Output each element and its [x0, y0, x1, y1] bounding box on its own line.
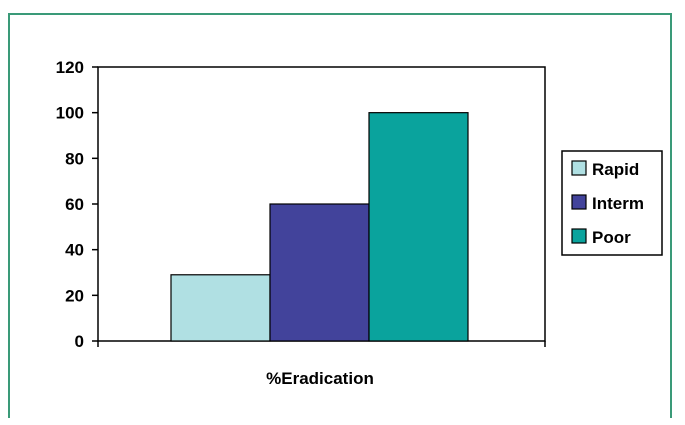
y-tick-label: 60 — [65, 195, 84, 214]
legend-label-poor: Poor — [592, 228, 631, 247]
chart-frame — [8, 13, 672, 418]
y-tick-label: 0 — [75, 332, 84, 351]
bar-rapid — [170, 274, 271, 342]
bar-interm — [269, 203, 370, 342]
x-axis-label: %Eradication — [266, 369, 374, 388]
bar-poor — [368, 112, 469, 342]
y-axis: 0 20 40 60 80 100 120 — [56, 58, 546, 351]
y-tick-label: 80 — [65, 149, 84, 168]
legend: Rapid Interm Poor — [561, 150, 663, 256]
legend-swatch-interm — [571, 194, 587, 210]
legend-label-interm: Interm — [592, 194, 644, 213]
x-axis: %Eradication — [266, 369, 374, 388]
legend-swatch-rapid — [571, 160, 587, 176]
y-tick-label: 40 — [65, 241, 84, 260]
y-tick-label: 100 — [56, 104, 84, 123]
y-tick-label: 120 — [56, 58, 84, 77]
legend-swatch-poor — [571, 228, 587, 244]
plot-area — [97, 66, 546, 342]
y-tick-label: 20 — [65, 286, 84, 305]
legend-label-rapid: Rapid — [592, 160, 639, 179]
